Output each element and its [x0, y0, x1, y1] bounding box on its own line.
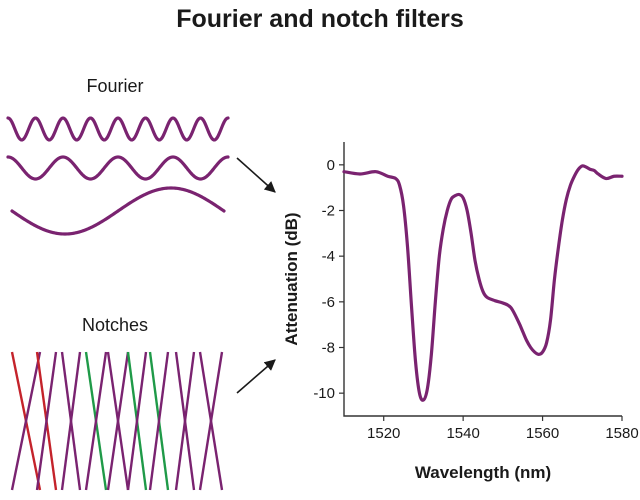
fourier-wave-high-frequency [6, 116, 230, 142]
notch-line [84, 351, 108, 491]
x-tick-label: 1520 [367, 425, 400, 442]
attenuation-chart: 0 -2 -4 -6 -8 -10 1520 1540 1560 1580 Attenuatio… [282, 142, 639, 482]
notch-line [126, 351, 148, 491]
y-tick-label: -4 [322, 248, 335, 265]
notch-line [10, 351, 42, 491]
fourier-label: Fourier [86, 76, 143, 96]
notch-line [174, 351, 196, 491]
y-tick-label: -8 [322, 340, 335, 357]
x-tick-label: 1540 [446, 425, 479, 442]
notch-line [148, 351, 170, 491]
y-axis-ticks: 0 -2 -4 -6 -8 -10 [313, 157, 344, 402]
x-tick-label: 1560 [526, 425, 559, 442]
notch-line [198, 351, 224, 491]
fourier-arrow-icon [236, 157, 276, 193]
x-axis-ticks: 1520 1540 1560 1580 [367, 416, 639, 442]
notch-line [35, 351, 58, 491]
y-tick-label: 0 [327, 157, 335, 174]
notches-arrow-icon [236, 359, 276, 394]
fourier-wave-low-frequency [10, 186, 226, 236]
attenuation-curve [342, 164, 624, 402]
y-axis-title: Attenuation (dB) [282, 212, 301, 345]
figure-title: Fourier and notch filters [176, 5, 464, 33]
notches-label: Notches [82, 315, 148, 335]
chart-axes [343, 142, 622, 417]
y-tick-label: -2 [322, 203, 335, 220]
notch-line [60, 351, 82, 491]
y-tick-label: -6 [322, 294, 335, 311]
notch-line [106, 351, 130, 491]
y-tick-label: -10 [313, 385, 335, 402]
notch-lines [10, 351, 224, 491]
x-tick-label: 1580 [605, 425, 638, 442]
fourier-wave-mid-frequency [6, 155, 230, 181]
x-axis-title: Wavelength (nm) [415, 463, 551, 482]
